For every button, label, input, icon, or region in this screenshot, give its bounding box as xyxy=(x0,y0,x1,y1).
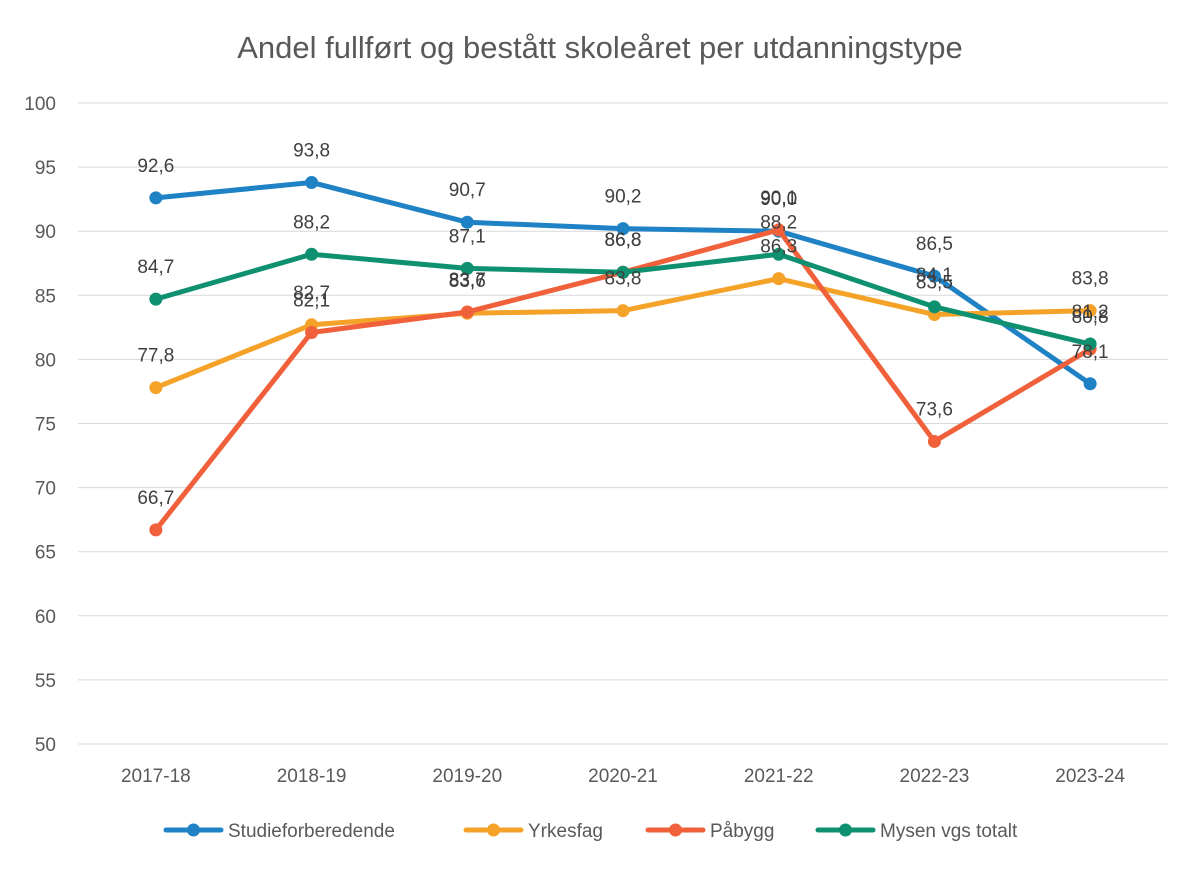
data-label: 88,2 xyxy=(760,212,797,233)
legend-item: Påbygg xyxy=(645,821,774,842)
data-label: 86,3 xyxy=(760,237,797,258)
data-point xyxy=(305,325,319,339)
data-point xyxy=(305,175,319,189)
data-label: 82,7 xyxy=(293,283,330,304)
data-point xyxy=(616,222,630,236)
data-point xyxy=(927,434,941,448)
data-label: 82,1 xyxy=(293,290,330,311)
data-label: 87,1 xyxy=(449,226,486,247)
y-tick-label: 70 xyxy=(35,479,56,500)
legend-label: Yrkesfag xyxy=(528,821,603,842)
legend-label: Påbygg xyxy=(710,821,774,842)
data-label: 80,8 xyxy=(1072,307,1109,328)
y-tick-label: 75 xyxy=(35,415,56,436)
y-axis-ticks: 50 55 60 65 70 75 80 85 90 95 100 xyxy=(24,94,56,756)
data-labels: 92,6 93,8 90,7 90,2 90,0 86,5 78,1 77,8 82,7 83,6… xyxy=(137,140,1108,508)
data-label: 88,2 xyxy=(293,212,330,233)
legend-item: Yrkesfag xyxy=(463,821,603,842)
data-point xyxy=(149,191,163,205)
data-label: 81,2 xyxy=(1072,302,1109,323)
data-label: 66,7 xyxy=(137,488,174,509)
x-tick-label: 2021-22 xyxy=(744,766,814,787)
data-label: 83,7 xyxy=(449,270,486,291)
data-point xyxy=(616,265,630,279)
y-tick-label: 50 xyxy=(35,735,56,756)
data-label: 83,8 xyxy=(605,269,642,290)
data-label: 90,2 xyxy=(605,187,642,208)
data-label: 84,1 xyxy=(916,265,953,286)
legend-swatch-marker xyxy=(839,823,852,837)
data-label: 78,1 xyxy=(1072,342,1109,363)
y-tick-label: 100 xyxy=(24,94,56,115)
data-label: 77,8 xyxy=(137,346,174,367)
data-label: 86,5 xyxy=(916,234,953,255)
data-point xyxy=(1083,377,1097,391)
data-label: 93,8 xyxy=(293,140,330,161)
y-tick-label: 65 xyxy=(35,543,56,564)
y-tick-label: 80 xyxy=(35,350,56,371)
data-point xyxy=(927,300,941,314)
legend-swatch-marker xyxy=(187,823,200,837)
x-tick-label: 2018-19 xyxy=(277,766,347,787)
y-tick-label: 85 xyxy=(35,286,56,307)
data-point xyxy=(460,261,474,275)
data-label: 90,7 xyxy=(449,180,486,201)
data-point xyxy=(772,247,786,261)
data-label: 83,5 xyxy=(916,273,953,294)
x-tick-label: 2017-18 xyxy=(121,766,191,787)
chart-title: Andel fullført og bestått skoleåret per … xyxy=(237,30,963,65)
data-point xyxy=(772,223,786,237)
x-tick-label: 2023-24 xyxy=(1055,766,1125,787)
data-point xyxy=(616,304,630,318)
data-label: 86,8 xyxy=(605,230,642,251)
legend: Studieforberedende Yrkesfag Påbygg Mysen vg… xyxy=(163,821,1018,842)
data-point xyxy=(772,272,786,286)
data-label: 90,1 xyxy=(760,188,797,209)
data-label: 92,6 xyxy=(137,156,174,177)
data-point xyxy=(460,215,474,229)
x-axis-ticks: 2017-18 2018-19 2019-20 2020-21 2021-22 2022-… xyxy=(121,766,1125,787)
data-point xyxy=(149,292,163,306)
x-tick-label: 2022-23 xyxy=(900,766,970,787)
legend-item: Mysen vgs totalt xyxy=(815,821,1018,842)
x-tick-label: 2020-21 xyxy=(588,766,658,787)
data-point xyxy=(927,269,941,283)
data-label: 83,8 xyxy=(1072,269,1109,290)
legend-swatch-marker xyxy=(487,823,500,837)
data-label: 90,0 xyxy=(760,189,797,210)
series-3 xyxy=(149,247,1097,351)
y-tick-label: 90 xyxy=(35,222,56,243)
data-point xyxy=(1083,337,1097,351)
x-tick-label: 2019-20 xyxy=(432,766,502,787)
data-label: 86,8 xyxy=(605,230,642,251)
data-label: 83,6 xyxy=(449,271,486,292)
y-tick-label: 55 xyxy=(35,671,56,692)
data-point xyxy=(149,523,163,537)
legend-swatch-marker xyxy=(669,823,682,837)
data-point xyxy=(1083,304,1097,318)
series-lines xyxy=(149,175,1097,537)
data-label: 73,6 xyxy=(916,399,953,420)
data-label: 84,7 xyxy=(137,257,174,278)
legend-label: Mysen vgs totalt xyxy=(880,821,1018,842)
data-point xyxy=(305,247,319,261)
y-tick-label: 95 xyxy=(35,158,56,179)
legend-item: Studieforberedende xyxy=(163,821,395,842)
data-point xyxy=(460,305,474,319)
legend-label: Studieforberedende xyxy=(228,821,395,842)
data-point xyxy=(149,381,163,395)
series-0 xyxy=(149,175,1097,391)
y-tick-label: 60 xyxy=(35,607,56,628)
